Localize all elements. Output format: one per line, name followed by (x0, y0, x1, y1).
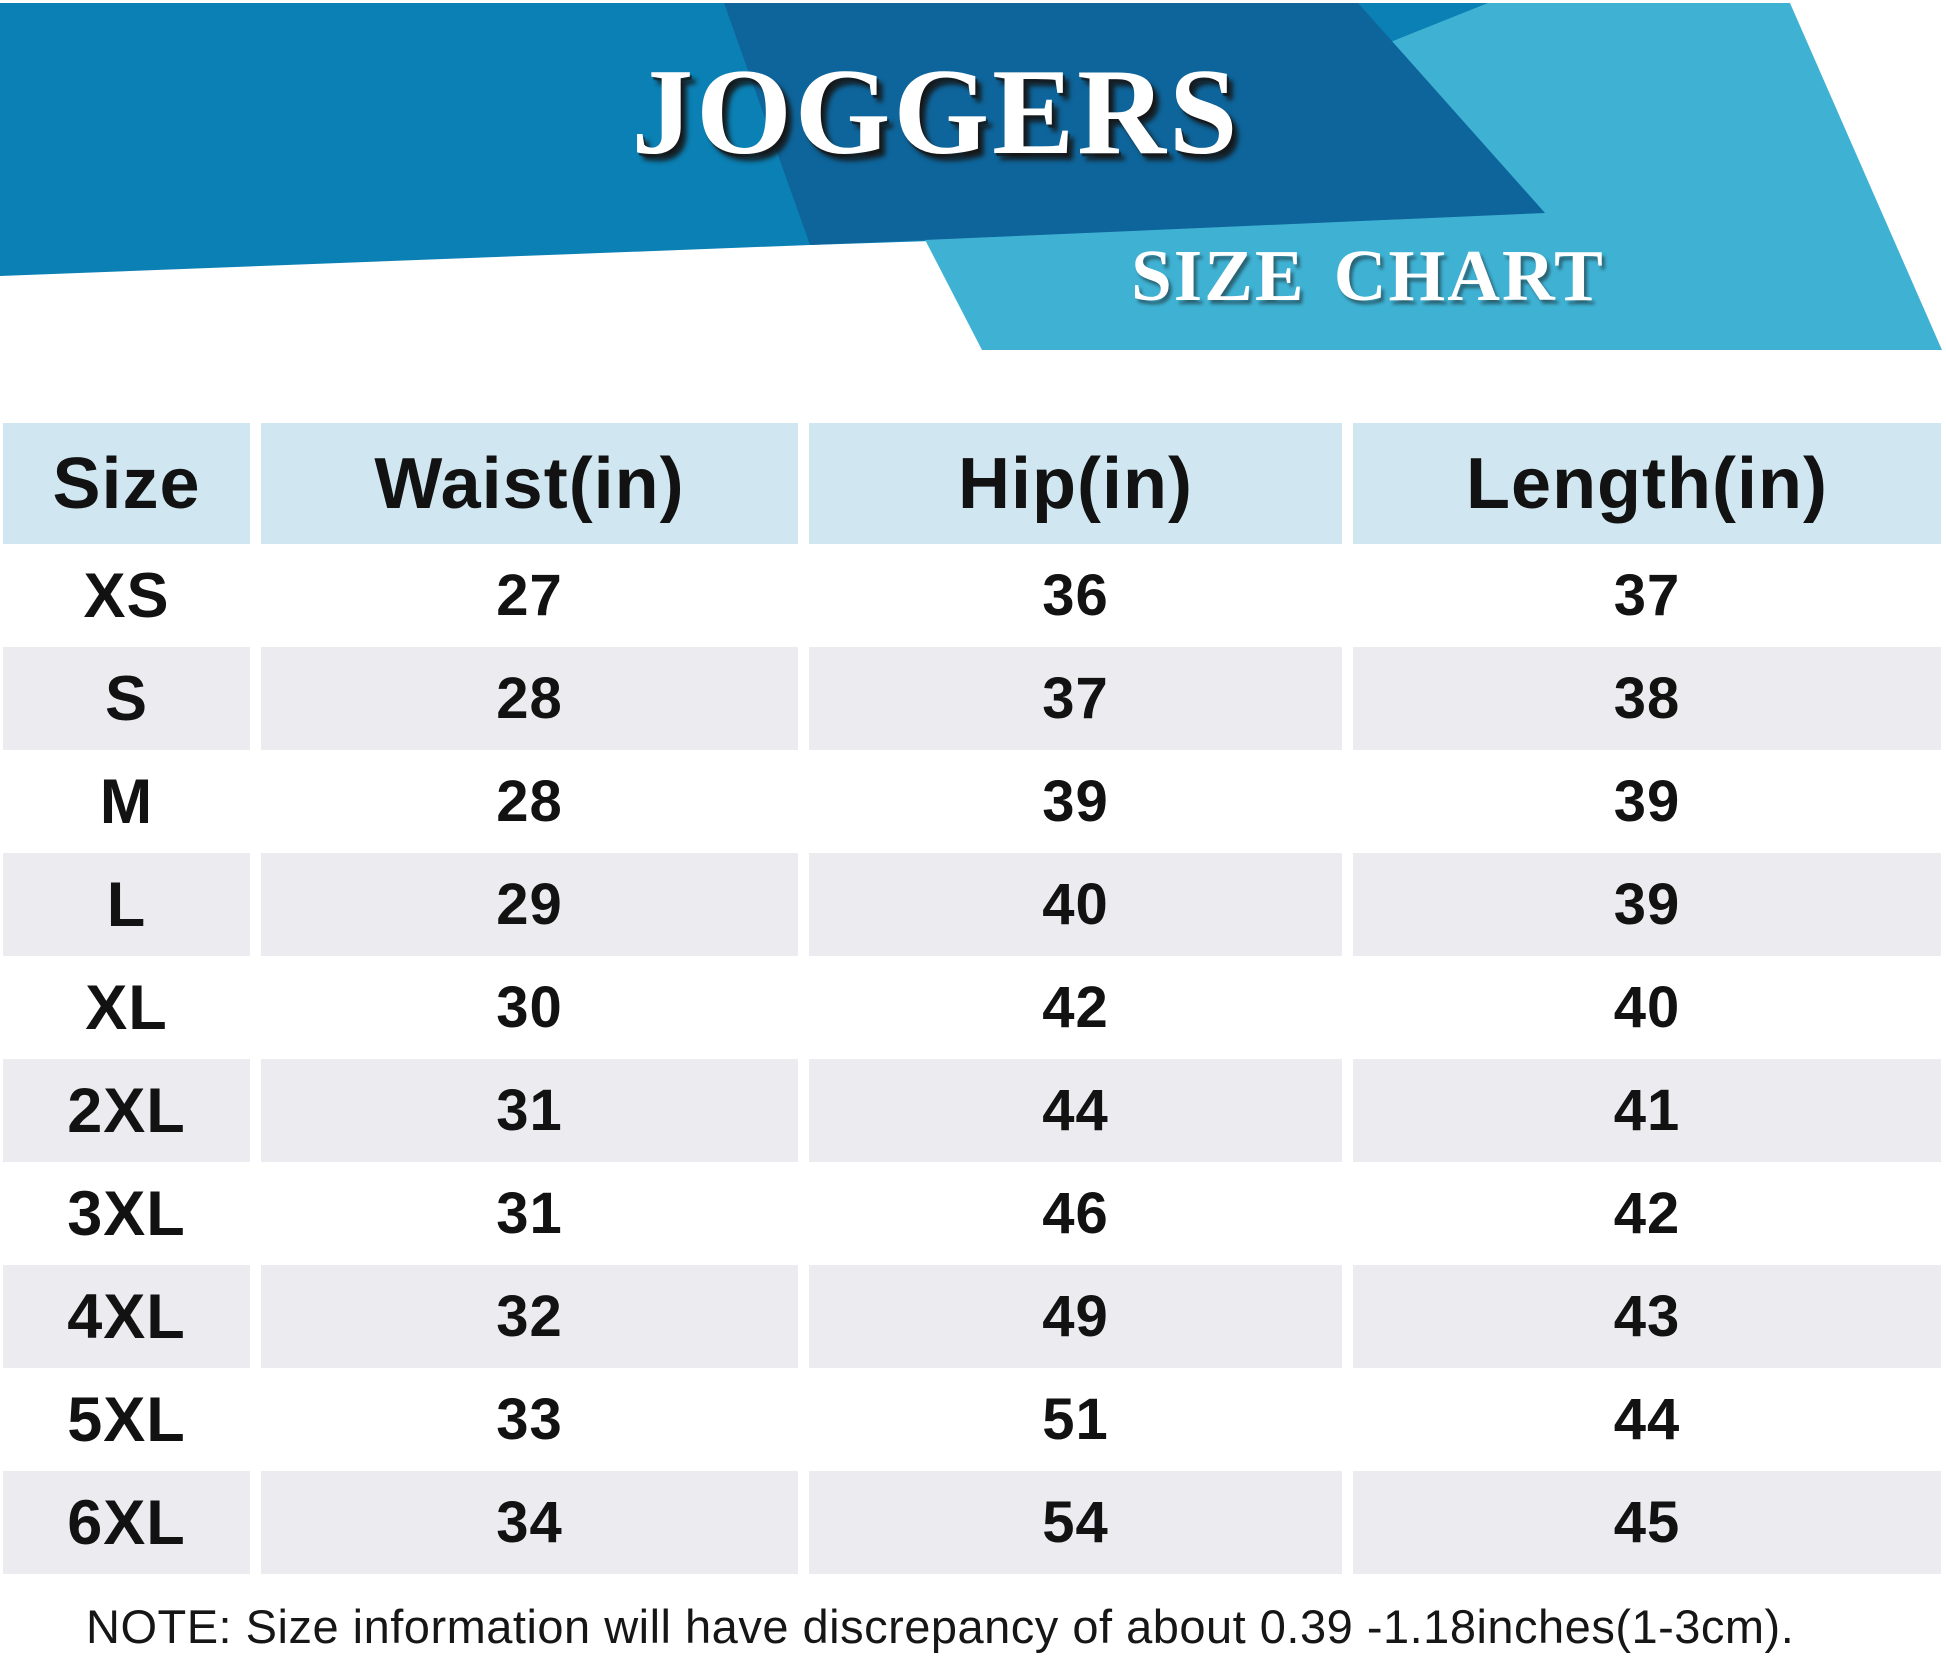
banner-dark-shape (724, 3, 1545, 245)
table-cell: 39 (1353, 750, 1941, 853)
table-cell: 31 (261, 1059, 798, 1162)
row-size-label: M (3, 750, 250, 853)
column-header-length: Length(in) (1353, 423, 1941, 544)
table-cell: 27 (261, 544, 798, 647)
column-header-hip: Hip(in) (809, 423, 1342, 544)
row-size-label: 6XL (3, 1471, 250, 1574)
table-cell: 37 (1353, 544, 1941, 647)
table-cell: 31 (261, 1162, 798, 1265)
size-table: Size Waist(in) Hip(in) Length(in) XS 27 36… (3, 423, 1941, 1574)
banner: JOGGERS SIZE CHART (0, 0, 1946, 360)
banner-subtitle: SIZE CHART (1131, 235, 1605, 316)
row-size-label: L (3, 853, 250, 956)
table-cell: 32 (261, 1265, 798, 1368)
table-cell: 39 (1353, 853, 1941, 956)
table-cell: 46 (809, 1162, 1342, 1265)
row-size-label: 5XL (3, 1368, 250, 1471)
table-cell: 51 (809, 1368, 1342, 1471)
table-cell: 40 (809, 853, 1342, 956)
table-cell: 42 (1353, 1162, 1941, 1265)
table-cell: 54 (809, 1471, 1342, 1574)
table-cell: 39 (809, 750, 1342, 853)
table-cell: 42 (809, 956, 1342, 1059)
row-size-label: XL (3, 956, 250, 1059)
table-cell: 30 (261, 956, 798, 1059)
note-text: NOTE: Size information will have discrep… (86, 1600, 1795, 1653)
table-cell: 43 (1353, 1265, 1941, 1368)
column-header-size: Size (3, 423, 250, 544)
table-cell: 36 (809, 544, 1342, 647)
column-header-waist: Waist(in) (261, 423, 798, 544)
row-size-label: 2XL (3, 1059, 250, 1162)
table-cell: 44 (809, 1059, 1342, 1162)
table-cell: 34 (261, 1471, 798, 1574)
table-cell: 33 (261, 1368, 798, 1471)
table-cell: 40 (1353, 956, 1941, 1059)
row-size-label: 4XL (3, 1265, 250, 1368)
table-cell: 45 (1353, 1471, 1941, 1574)
table-cell: 29 (261, 853, 798, 956)
row-size-label: 3XL (3, 1162, 250, 1265)
table-cell: 37 (809, 647, 1342, 750)
table-cell: 41 (1353, 1059, 1941, 1162)
table-cell: 28 (261, 750, 798, 853)
table-cell: 44 (1353, 1368, 1941, 1471)
table-cell: 28 (261, 647, 798, 750)
banner-title: JOGGERS (631, 43, 1241, 180)
row-size-label: XS (3, 544, 250, 647)
banner-shapes (0, 3, 1942, 350)
row-size-label: S (3, 647, 250, 750)
table-cell: 49 (809, 1265, 1342, 1368)
table-cell: 38 (1353, 647, 1941, 750)
